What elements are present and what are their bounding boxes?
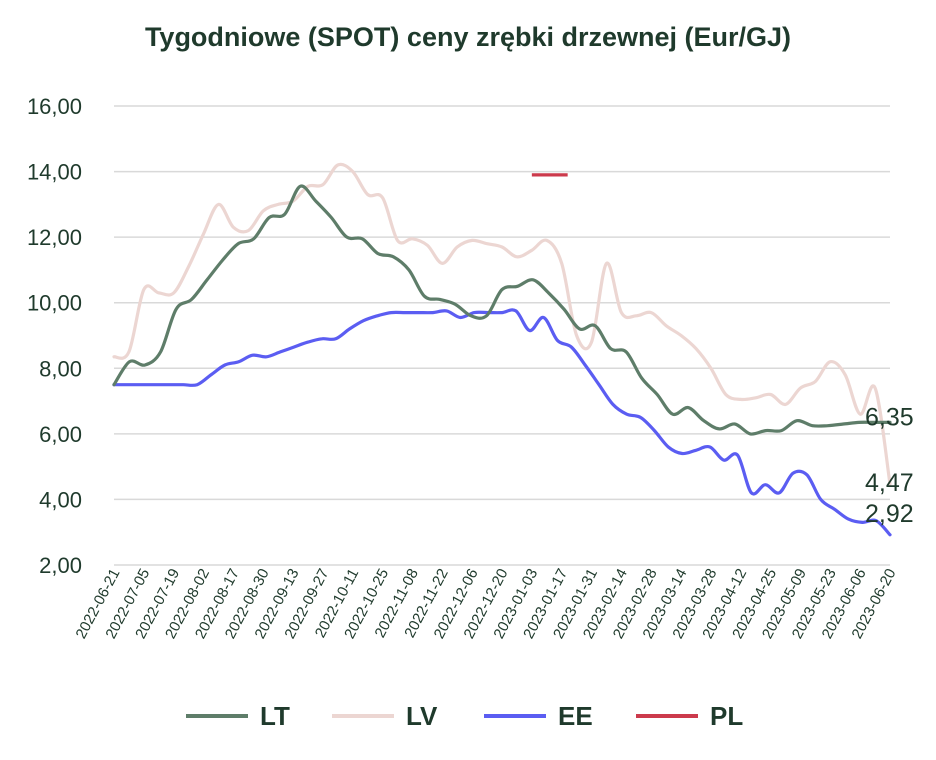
legend-swatch-pl (636, 714, 698, 718)
y-tick-label: 16,00 (27, 94, 82, 119)
legend-label-pl: PL (710, 700, 744, 731)
end-value-label-lv: 4,47 (865, 469, 914, 497)
legend-item-ee: EE (484, 696, 593, 736)
legend-item-lt: LT (186, 696, 290, 736)
legend-label-ee: EE (558, 700, 593, 731)
legend-item-pl: PL (636, 696, 743, 736)
y-tick-label: 4,00 (39, 487, 82, 512)
series-lines (112, 162, 892, 537)
end-value-label-lt: 6,35 (865, 403, 914, 431)
series-line-lt (112, 184, 892, 436)
legend-label-lv: LV (406, 700, 438, 731)
y-tick-label: 14,00 (27, 160, 82, 185)
line-chart: 2,00 4,00 6,00 8,00 10,00 12,00 14,00 16,00 202… (27, 94, 914, 642)
legend: LT LV EE PL (0, 696, 936, 736)
y-tick-label: 2,00 (39, 553, 82, 578)
legend-swatch-lv (332, 714, 394, 718)
legend-label-lt: LT (260, 700, 290, 731)
legend-item-lv: LV (332, 696, 437, 736)
y-axis-tick-labels: 2,00 4,00 6,00 8,00 10,00 12,00 14,00 16,00 (27, 94, 82, 578)
gridlines (114, 105, 890, 566)
legend-swatch-ee (484, 714, 546, 718)
series-line-lv (112, 162, 892, 486)
end-value-labels: 6,35 4,47 2,92 (865, 403, 914, 528)
x-axis-tick-labels: 2022-06-212022-07-052022-07-192022-08-02… (72, 566, 899, 642)
end-value-label-ee: 2,92 (865, 500, 914, 528)
y-tick-label: 10,00 (27, 291, 82, 316)
y-tick-label: 8,00 (39, 356, 82, 381)
chart-title: Tygodniowe (SPOT) ceny zrębki drzewnej (… (144, 22, 792, 52)
series-line-ee (112, 308, 892, 537)
y-tick-label: 6,00 (39, 422, 82, 447)
legend-swatch-lt (186, 714, 248, 718)
y-tick-label: 12,00 (27, 225, 82, 250)
